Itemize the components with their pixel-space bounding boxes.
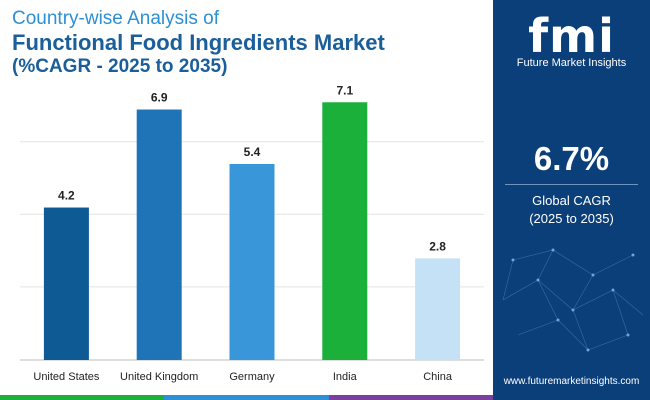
bottom-bar-segment	[328, 395, 493, 400]
category-label: United Kingdom	[120, 371, 198, 383]
category-label: India	[333, 371, 358, 383]
bottom-bar-segment	[164, 395, 329, 400]
cagr-divider	[505, 184, 638, 185]
global-cagr-value: 6.7%	[533, 140, 610, 177]
value-label: 6.9	[151, 91, 168, 105]
value-label: 4.2	[58, 189, 75, 203]
brand-name: Future Market Insights	[516, 57, 627, 69]
value-label: 7.1	[336, 83, 353, 97]
bottom-color-bar	[0, 395, 493, 400]
website-url: www.futuremarketinsights.com	[503, 376, 640, 387]
title-line-3: (%CAGR - 2025 to 2035)	[12, 56, 228, 77]
category-label: Germany	[229, 371, 275, 383]
network-graphic	[502, 248, 644, 352]
category-label: China	[423, 371, 453, 383]
category-label: United States	[33, 371, 100, 383]
bar-chart: 4.2 United States 6.9 United Kingdom 5.4 Germ…	[20, 83, 484, 383]
fmi-logo: fmi	[528, 9, 615, 63]
brand-panel: fmi Future Market Insights 6.7% Global C…	[493, 0, 650, 400]
title-line-2: Functional Food Ingredients Market	[12, 30, 385, 55]
value-label: 2.8	[429, 239, 446, 253]
bar-united-kingdom	[136, 109, 182, 361]
global-cagr-label-line1: Global CAGR	[532, 193, 611, 208]
bar-india	[322, 102, 368, 360]
chart-title: Country-wise Analysis of Functional Food…	[12, 8, 385, 78]
global-cagr-label-line2: (2025 to 2035)	[529, 211, 614, 226]
bar-united-states	[43, 207, 89, 360]
bar-china	[415, 258, 461, 360]
global-cagr-label: Global CAGR (2025 to 2035)	[493, 192, 650, 228]
title-line-1: Country-wise Analysis of	[12, 8, 219, 29]
bottom-bar-segment	[0, 395, 165, 400]
bar-germany	[229, 163, 275, 360]
value-label: 5.4	[244, 145, 261, 159]
